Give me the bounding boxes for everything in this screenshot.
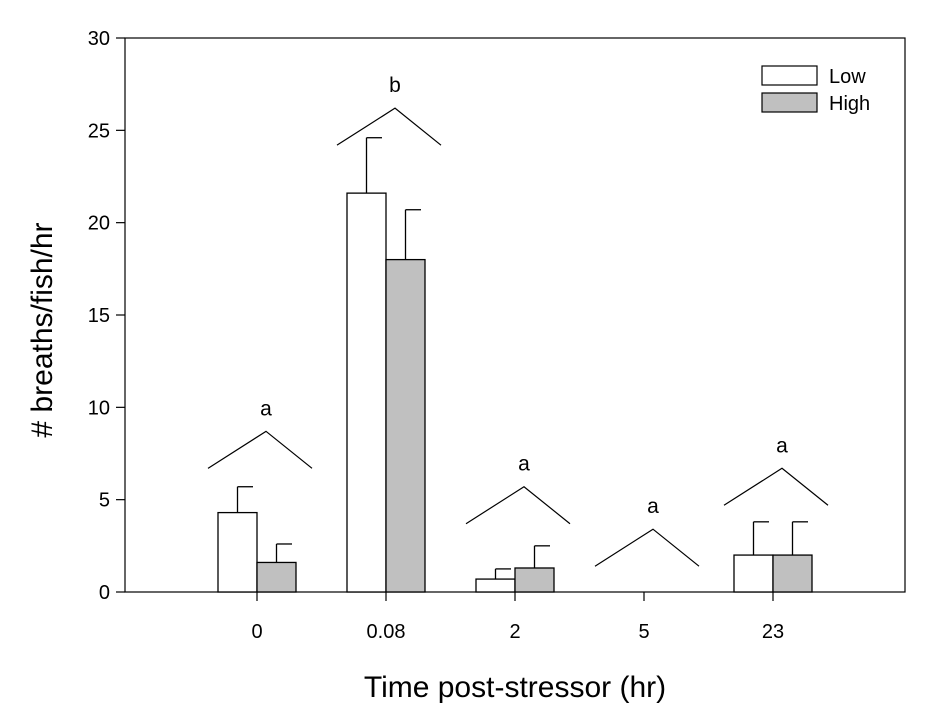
y-tick-label: 0 [99,582,110,604]
significance-bracket [594,528,700,567]
legend-label-high: High [829,93,870,115]
plot-border [124,37,906,593]
y-tick-label: 25 [88,120,110,142]
significance-bracket [207,430,313,469]
y-axis: 0 5 10 15 20 25 30 [88,28,125,604]
bar-high [256,561,297,593]
x-tick-label: 0.08 [367,621,406,643]
significance-markers: a b a a a [207,74,829,567]
y-tick-label: 30 [88,28,110,50]
bar-low [733,554,774,593]
significance-letter: b [389,74,401,97]
y-tick-label: 20 [88,213,110,235]
y-tick-label: 15 [88,305,110,327]
significance-bracket [465,486,571,525]
x-axis-title: Time post-stressor (hr) [364,671,666,704]
plot-frame [124,37,906,593]
bars [217,192,813,593]
x-axis: 0 0.08 2 5 23 [251,592,784,643]
x-tick-label: 0 [251,621,262,643]
significance-letter: a [260,397,272,420]
x-tick-label: 2 [509,621,520,643]
error-bars [236,137,808,580]
y-tick-label: 10 [88,397,110,419]
significance-bracket [723,467,829,506]
legend: Low High [761,65,870,115]
bar-low [475,578,516,593]
bar-high [772,554,813,593]
legend-label-low: Low [829,66,866,88]
bar-low [217,511,258,593]
y-tick-label: 5 [99,490,110,512]
significance-bracket [336,107,442,146]
significance-letter: a [647,495,659,518]
bar-high [514,567,555,593]
significance-letter: a [776,434,788,457]
x-tick-label: 5 [638,621,649,643]
y-axis-title: # breaths/fish/hr [26,222,59,437]
x-tick-label: 23 [762,621,784,643]
legend-swatch-high [761,92,818,113]
significance-letter: a [518,453,530,476]
bar-low [346,192,387,593]
legend-swatch-low [761,65,818,86]
bar-high [385,258,426,593]
